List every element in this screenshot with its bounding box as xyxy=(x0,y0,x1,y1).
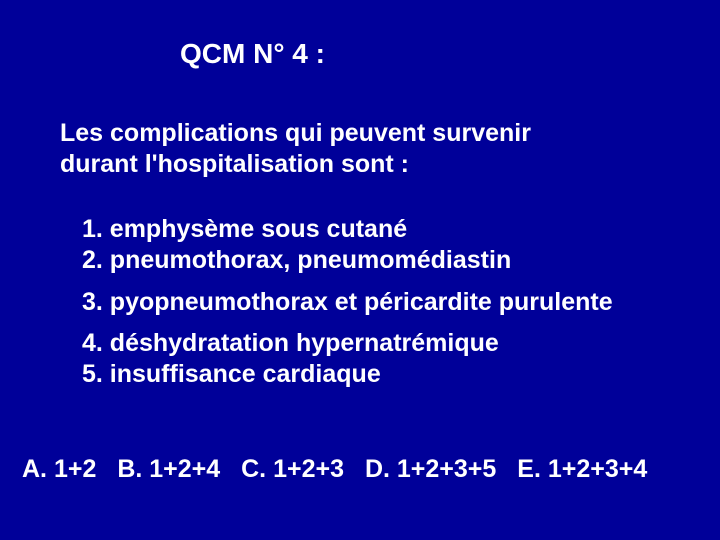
slide-title: QCM N° 4 : xyxy=(180,38,325,70)
item-5: 5. insuffisance cardiaque xyxy=(82,359,613,390)
answer-d: D. 1+2+3+5 xyxy=(365,455,496,483)
item-2: 2. pneumothorax, pneumomédiastin xyxy=(82,245,613,276)
question-line-1: Les complications qui peuvent survenir xyxy=(60,118,531,149)
items-list: 1. emphysème sous cutané 2. pneumothorax… xyxy=(82,214,613,390)
item-4: 4. déshydratation hypernatrémique xyxy=(82,328,613,359)
slide: QCM N° 4 : Les complications qui peuvent… xyxy=(0,0,720,540)
question-line-2: durant l'hospitalisation sont : xyxy=(60,149,531,180)
question-text: Les complications qui peuvent survenir d… xyxy=(60,118,531,181)
answer-b: B. 1+2+4 xyxy=(117,455,220,483)
answer-options: A. 1+2 B. 1+2+4 C. 1+2+3 D. 1+2+3+5 E. 1… xyxy=(22,455,647,484)
item-3: 3. pyopneumothorax et péricardite purule… xyxy=(82,287,613,318)
answer-e: E. 1+2+3+4 xyxy=(517,455,647,483)
answer-c: C. 1+2+3 xyxy=(241,455,344,483)
answer-a: A. 1+2 xyxy=(22,455,96,483)
item-1: 1. emphysème sous cutané xyxy=(82,214,613,245)
